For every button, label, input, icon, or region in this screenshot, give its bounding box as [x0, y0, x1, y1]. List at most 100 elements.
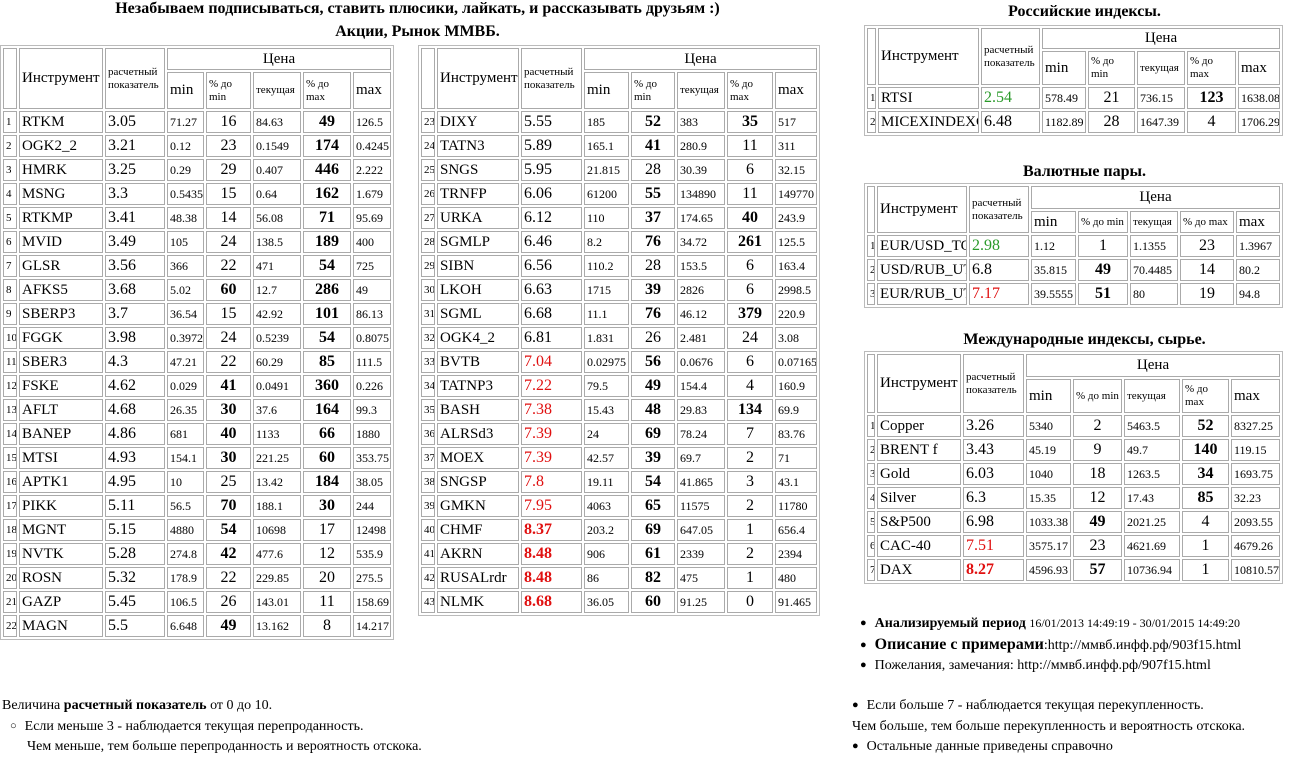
current: 134890	[677, 183, 725, 205]
pct-to-max: 1	[727, 519, 773, 541]
legend-line: Остальные данные приведены справочно	[852, 739, 1113, 755]
indicator: 6.12	[521, 207, 582, 229]
instrument: AFKS5	[19, 279, 103, 301]
row-number: 8	[3, 279, 17, 301]
info-link[interactable]: :http://ммвб.инфф.рф/903f15.html	[1043, 638, 1242, 653]
pct-to-min: 21	[1088, 87, 1135, 109]
current: 0.0491	[253, 375, 301, 397]
header-row: min% до min текущая% до max max	[421, 72, 818, 109]
pct-to-max: 11	[727, 183, 773, 205]
instrument: Silver	[877, 487, 961, 509]
max: 220.9	[775, 303, 818, 325]
indicator: 5.45	[105, 591, 165, 613]
instrument: URKA	[437, 207, 519, 229]
header-cell: Цена	[1031, 186, 1281, 209]
max: 2.222	[353, 159, 392, 181]
data-row: 30 LKOH 6.63 1715 39 2826 6 2998.5	[421, 279, 818, 301]
pct-to-max: 4	[1187, 111, 1236, 133]
row-number: 30	[421, 279, 435, 301]
indicator: 3.21	[105, 135, 165, 157]
indicator: 3.56	[105, 255, 165, 277]
data-row: 40 CHMF 8.37 203.2 69 647.05 1 656.4	[421, 519, 818, 541]
data-row: 10 FGGK 3.98 0.3972 24 0.5239 54 0.8075	[3, 327, 392, 349]
current: 70.4485	[1130, 259, 1178, 281]
pct-to-max: 140	[1182, 439, 1229, 461]
max: 1.3967	[1236, 235, 1281, 257]
min: 47.21	[167, 351, 204, 373]
pct-to-max: 6	[727, 351, 773, 373]
indicator: 5.55	[521, 111, 582, 133]
header-cell: % до min	[1088, 51, 1135, 85]
indicator: 4.93	[105, 447, 165, 469]
instrument: RTSI	[878, 87, 979, 109]
min: 39.5555	[1031, 283, 1076, 305]
current: 10736.94	[1124, 559, 1180, 581]
pct-to-min: 25	[206, 471, 251, 493]
max: 311	[775, 135, 818, 157]
instrument: Gold	[877, 463, 961, 485]
row-number: 26	[421, 183, 435, 205]
max: 160.9	[775, 375, 818, 397]
instrument: PIKK	[19, 495, 103, 517]
indicator: 5.95	[521, 159, 582, 181]
row-number: 3	[867, 463, 875, 485]
max: 38.05	[353, 471, 392, 493]
indicator: 8.48	[521, 567, 582, 589]
header-row: min% до min текущая% до max max	[867, 51, 1281, 85]
legend-text: Чем меньше, тем больше перепроданность и…	[27, 739, 422, 754]
data-row: 1 RTSI 2.54 578.49 21 736.15 123 1638.08	[867, 87, 1281, 109]
indicator: 7.04	[521, 351, 582, 373]
pct-to-max: 60	[303, 447, 351, 469]
current: 12.7	[253, 279, 301, 301]
row-number: 41	[421, 543, 435, 565]
data-row: 13 AFLT 4.68 26.35 30 37.6 164 99.3	[3, 399, 392, 421]
pct-to-max: 379	[727, 303, 773, 325]
indicator: 6.81	[521, 327, 582, 349]
pct-to-max: 71	[303, 207, 351, 229]
pct-to-max: 3	[727, 471, 773, 493]
row-number: 36	[421, 423, 435, 445]
pct-to-max: 52	[1182, 415, 1229, 437]
pct-to-min: 54	[206, 519, 251, 541]
pct-to-min: 24	[206, 231, 251, 253]
pct-to-max: 12	[303, 543, 351, 565]
row-number: 11	[3, 351, 17, 373]
indicator: 5.32	[105, 567, 165, 589]
instrument: MICEXINDEXCF	[878, 111, 979, 133]
pct-to-max: 19	[1180, 283, 1234, 305]
max: 32.15	[775, 159, 818, 181]
legend-text: от 0 до 10.	[206, 698, 273, 713]
pct-to-min: 49	[631, 375, 675, 397]
min: 26.35	[167, 399, 204, 421]
data-row: 9 SBERP3 3.7 36.54 15 42.92 101 86.13	[3, 303, 392, 325]
data-row: 42 RUSALrdr 8.48 86 82 475 1 480	[421, 567, 818, 589]
min: 11.1	[584, 303, 629, 325]
header-cell: Инструмент	[437, 48, 519, 109]
pct-to-min: 2	[1073, 415, 1122, 437]
data-row: 22 MAGN 5.5 6.648 49 13.162 8 14.217	[3, 615, 392, 637]
instrument: BANEP	[19, 423, 103, 445]
max: 4679.26	[1231, 535, 1281, 557]
data-row: 41 AKRN 8.48 906 61 2339 2 2394	[421, 543, 818, 565]
instrument: MSNG	[19, 183, 103, 205]
header-cell: max	[1238, 51, 1281, 85]
max: 0.226	[353, 375, 392, 397]
current: 41.865	[677, 471, 725, 493]
min: 110.2	[584, 255, 629, 277]
current: 37.6	[253, 399, 301, 421]
min: 71.27	[167, 111, 204, 133]
indicator: 6.8	[969, 259, 1029, 281]
instrument: S&P500	[877, 511, 961, 533]
current: 138.5	[253, 231, 301, 253]
instrument: SNGS	[437, 159, 519, 181]
header-cell: % до max	[303, 72, 351, 109]
indicator: 7.17	[969, 283, 1029, 305]
header-cell: % до min	[206, 72, 251, 109]
instrument: NLMK	[437, 591, 519, 613]
pct-to-min: 49	[1073, 511, 1122, 533]
data-row: 2MICEXINDEXCF6.481182.89281647.3941706.2…	[867, 111, 1281, 133]
max: 400	[353, 231, 392, 253]
pct-to-max: 360	[303, 375, 351, 397]
legend-line: Величина расчетный показатель от 0 до 10…	[2, 698, 272, 714]
indicator: 6.46	[521, 231, 582, 253]
